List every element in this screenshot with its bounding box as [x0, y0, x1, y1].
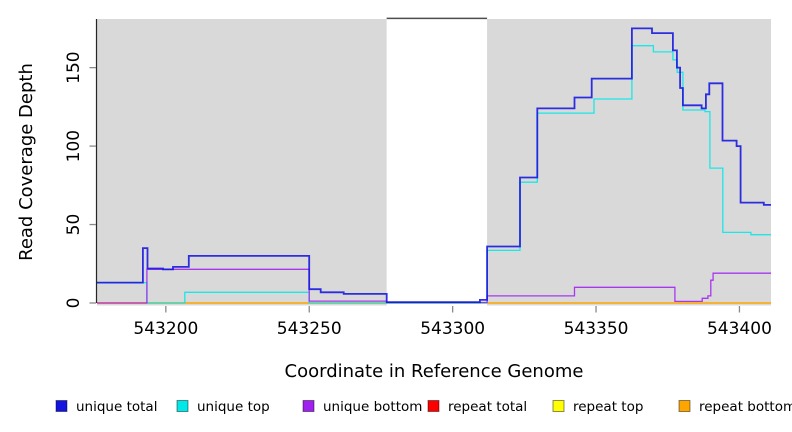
legend-label-repeat-top: repeat top — [573, 399, 643, 415]
series-layer — [97, 27, 771, 304]
legend-swatch-unique-bottom — [302, 400, 315, 412]
legend-item-repeat-total: repeat total — [427, 399, 527, 415]
legend-label-unique-total: unique total — [76, 399, 157, 415]
gap-region — [386, 19, 488, 306]
legend-item-unique-bottom: unique bottom — [302, 399, 422, 415]
x-tick-label: 543400 — [707, 319, 772, 339]
y-tick-label: 0 — [64, 298, 84, 309]
plot-background-layer — [97, 17, 771, 306]
axes-layer: 543200 543250 543300 543350 543400 0 50 100 150 — [64, 19, 772, 339]
legend-label-repeat-total: repeat total — [448, 399, 527, 415]
y-tick-label: 100 — [64, 130, 84, 162]
x-tick-label: 543250 — [277, 319, 342, 339]
legend: unique total unique top unique bottom repea… — [55, 399, 792, 415]
x-tick-label: 543200 — [133, 319, 198, 339]
legend-label-unique-bottom: unique bottom — [323, 399, 422, 415]
legend-swatch-repeat-total — [427, 400, 440, 412]
legend-item-repeat-top: repeat top — [552, 399, 643, 415]
x-tick-label: 543350 — [564, 319, 629, 339]
legend-label-unique-top: unique top — [197, 399, 270, 415]
legend-item-unique-total: unique total — [55, 399, 157, 415]
y-tick-label: 150 — [64, 51, 84, 83]
y-tick-label: 50 — [64, 214, 84, 236]
x-axis-label: Coordinate in Reference Genome — [285, 361, 584, 382]
legend-swatch-unique-top — [176, 400, 189, 412]
legend-swatch-repeat-bottom — [678, 400, 691, 412]
legend-swatch-repeat-top — [552, 400, 565, 412]
legend-label-repeat-bottom: repeat bottom — [699, 399, 792, 415]
x-tick-label: 543300 — [420, 319, 485, 339]
y-axis-label: Read Coverage Depth — [16, 63, 37, 261]
series-line-unique-total — [97, 27, 771, 304]
legend-swatch-unique-total — [55, 400, 68, 412]
legend-item-repeat-bottom: repeat bottom — [678, 399, 792, 415]
legend-item-unique-top: unique top — [176, 399, 270, 415]
